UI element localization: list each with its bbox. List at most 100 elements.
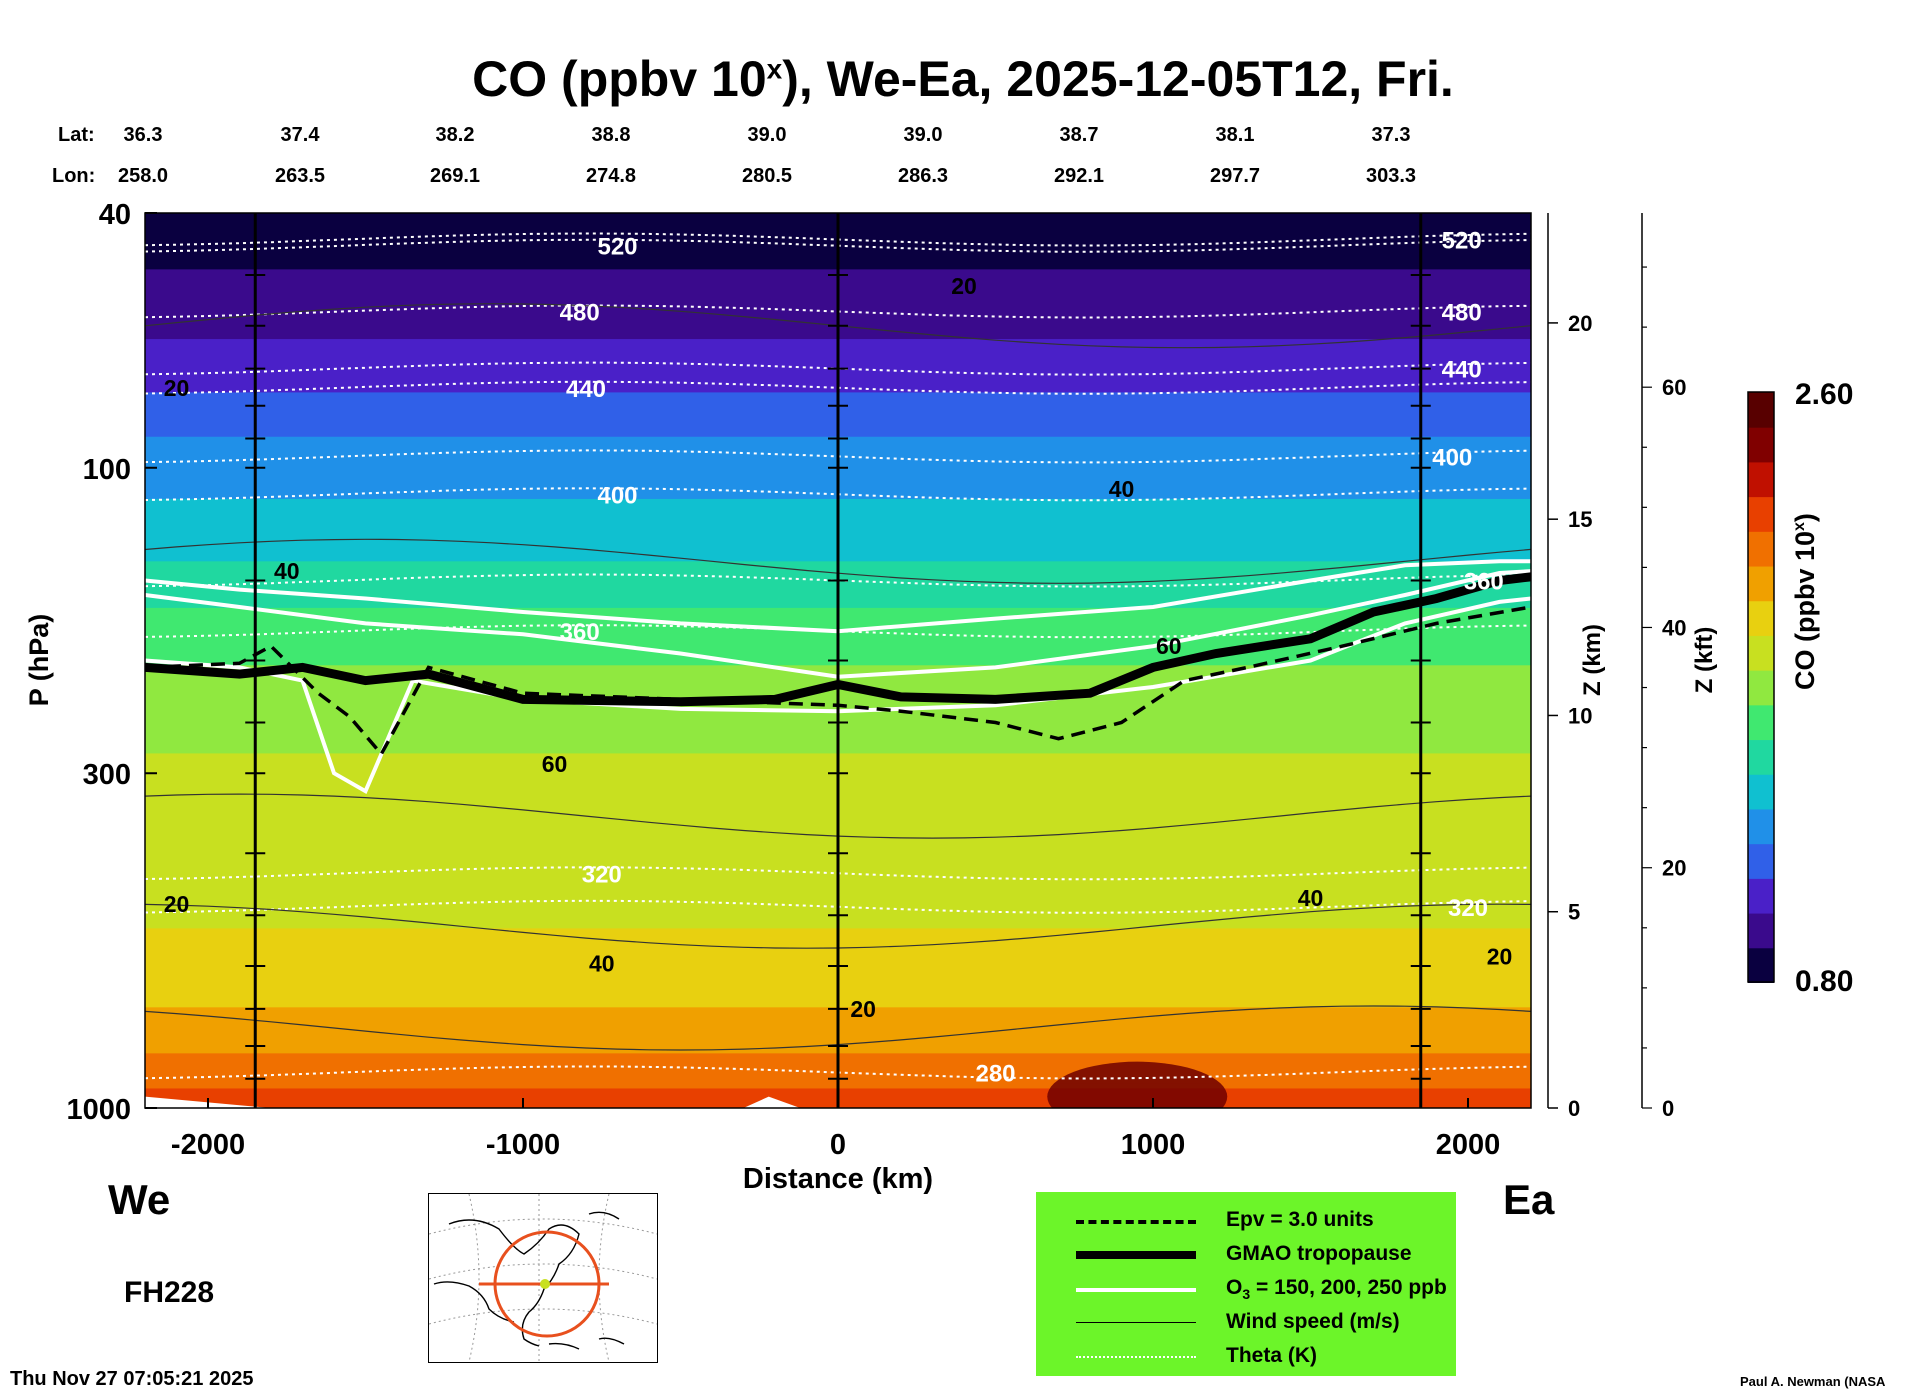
legend-item-epv: Epv = 3.0 units bbox=[1036, 1204, 1456, 1238]
colorbar-segment bbox=[1748, 600, 1774, 636]
z-km-axis-label: Z (km) bbox=[1579, 624, 1606, 696]
wind-label: 20 bbox=[164, 375, 190, 401]
theta-label: 520 bbox=[597, 234, 637, 261]
theta-label: 480 bbox=[560, 299, 600, 326]
colorbar-segment bbox=[1748, 634, 1774, 671]
y-tick-label: 1000 bbox=[66, 1094, 131, 1126]
wind-label: 20 bbox=[951, 273, 977, 299]
colorbar-segment bbox=[1748, 947, 1774, 983]
legend-swatch-dashed bbox=[1076, 1220, 1196, 1224]
colorbar-segment bbox=[1748, 912, 1774, 949]
lat-value: 38.2 bbox=[435, 124, 475, 146]
z-km-tick-label: 0 bbox=[1568, 1096, 1580, 1121]
wind-label: 20 bbox=[850, 996, 876, 1022]
z-km-tick-label: 10 bbox=[1568, 703, 1592, 728]
theta-label: 440 bbox=[566, 376, 606, 403]
legend-swatch-white bbox=[1076, 1288, 1196, 1292]
legend: Epv = 3.0 units GMAO tropopause O3 = 150… bbox=[1036, 1192, 1456, 1376]
lat-value: 38.7 bbox=[1059, 124, 1099, 146]
colorbar-axis-label: CO (ppbv 10x) bbox=[1790, 513, 1820, 690]
theta-label: 320 bbox=[1448, 895, 1488, 922]
wind-label: 40 bbox=[589, 951, 615, 977]
lon-row-label: Lon: bbox=[52, 165, 96, 187]
lat-row-label: Lat: bbox=[58, 124, 95, 146]
wind-label: 60 bbox=[542, 751, 568, 777]
terrain-mask bbox=[743, 1096, 801, 1108]
z-km-tick-label: 15 bbox=[1568, 507, 1592, 532]
author-credit: Paul A. Newman (NASA bbox=[1740, 1374, 1886, 1389]
colorbar-segment bbox=[1748, 808, 1774, 845]
colorbar-segment bbox=[1748, 530, 1774, 567]
colorbar-segment bbox=[1748, 392, 1774, 428]
lat-value: 36.3 bbox=[123, 124, 163, 146]
east-label: Ea bbox=[1503, 1176, 1555, 1223]
z-kft-axis-label: Z (kft) bbox=[1691, 627, 1718, 694]
y-tick-label: 40 bbox=[99, 199, 131, 231]
wind-label: 40 bbox=[1298, 885, 1324, 911]
x-tick-label: -2000 bbox=[171, 1129, 245, 1161]
axes: -2000 -1000 0 1000 2000401003001000Distance … bbox=[24, 199, 1718, 1195]
z-km-tick-label: 20 bbox=[1568, 311, 1592, 336]
generation-timestamp: Thu Nov 27 07:05:21 2025 bbox=[10, 1368, 254, 1390]
colorbar-segment bbox=[1748, 461, 1774, 498]
colorbar-segment bbox=[1748, 843, 1774, 879]
lon-value: 280.5 bbox=[741, 165, 793, 187]
locator-map bbox=[428, 1193, 658, 1363]
x-axis-label: Distance (km) bbox=[743, 1163, 933, 1195]
colorbar-segment bbox=[1748, 496, 1774, 532]
wind-label: 40 bbox=[1109, 476, 1135, 502]
colorbar bbox=[1747, 391, 1775, 983]
legend-item-ozone: O3 = 150, 200, 250 ppb bbox=[1036, 1272, 1456, 1306]
y-axis-label: P (hPa) bbox=[24, 614, 54, 707]
theta-label: 360 bbox=[560, 619, 600, 646]
contour-labels: 280 320 360 400 440 480 520 520 480 440 400 360 320 2… bbox=[164, 228, 1513, 1088]
legend-swatch-thick bbox=[1076, 1251, 1196, 1259]
lat-value: 39.0 bbox=[903, 124, 943, 146]
theta-label: 400 bbox=[1432, 444, 1472, 471]
tropopause-line bbox=[145, 572, 1531, 707]
x-tick-label: 0 bbox=[830, 1129, 846, 1161]
colorbar-segment bbox=[1748, 739, 1774, 775]
colorbar-segment bbox=[1748, 877, 1774, 914]
legend-label: Epv = 3.0 units bbox=[1226, 1208, 1374, 1231]
colorbar-segment bbox=[1748, 426, 1774, 463]
lat-value: 39.0 bbox=[747, 124, 787, 146]
z-km-tick-label: 5 bbox=[1568, 900, 1580, 925]
co-hotspot bbox=[1047, 1061, 1228, 1108]
legend-item-tropopause: GMAO tropopause bbox=[1036, 1238, 1456, 1272]
colorbar-segment bbox=[1748, 565, 1774, 602]
z-kft-tick-label: 60 bbox=[1662, 375, 1686, 400]
lon-value: 269.1 bbox=[429, 165, 481, 187]
colorbar-frame bbox=[1747, 391, 1775, 983]
theta-label: 440 bbox=[1442, 357, 1482, 384]
z-kft-tick-label: 0 bbox=[1662, 1096, 1674, 1121]
lat-value: 37.3 bbox=[1371, 124, 1411, 146]
lon-value: 263.5 bbox=[274, 165, 326, 187]
legend-label: O3 = 150, 200, 250 ppb bbox=[1226, 1276, 1447, 1303]
z-kft-tick-label: 40 bbox=[1662, 615, 1686, 640]
chart-title: CO (ppbv 10x), We-Ea, 2025-12-05T12, Fri… bbox=[472, 51, 1454, 107]
legend-swatch-dotted bbox=[1076, 1356, 1196, 1358]
z-kft-tick-label: 20 bbox=[1662, 856, 1686, 881]
theta-label: 320 bbox=[582, 861, 622, 888]
forecast-hour: FH228 bbox=[124, 1276, 215, 1309]
west-label: We bbox=[108, 1176, 171, 1223]
x-tick-label: 2000 bbox=[1436, 1129, 1501, 1161]
legend-label: Wind speed (m/s) bbox=[1226, 1310, 1400, 1333]
lon-value: 274.8 bbox=[585, 165, 637, 187]
legend-item-theta: Theta (K) bbox=[1036, 1340, 1456, 1374]
lon-value: 297.7 bbox=[1209, 165, 1261, 187]
colorbar-segment bbox=[1748, 704, 1774, 741]
x-tick-label: -1000 bbox=[486, 1129, 560, 1161]
x-tick-label: 1000 bbox=[1121, 1129, 1186, 1161]
theta-label: 280 bbox=[975, 1060, 1015, 1087]
lon-value: 303.3 bbox=[1365, 165, 1417, 187]
colorbar-segment bbox=[1748, 669, 1774, 706]
legend-item-wind: Wind speed (m/s) bbox=[1036, 1306, 1456, 1340]
colorbar-segment bbox=[1748, 773, 1774, 810]
lat-value: 38.1 bbox=[1215, 124, 1255, 146]
colorbar-min-label: 0.80 bbox=[1795, 965, 1854, 998]
lat-value: 37.4 bbox=[280, 124, 320, 146]
lat-value: 38.8 bbox=[591, 124, 631, 146]
wind-label: 60 bbox=[1156, 633, 1182, 659]
